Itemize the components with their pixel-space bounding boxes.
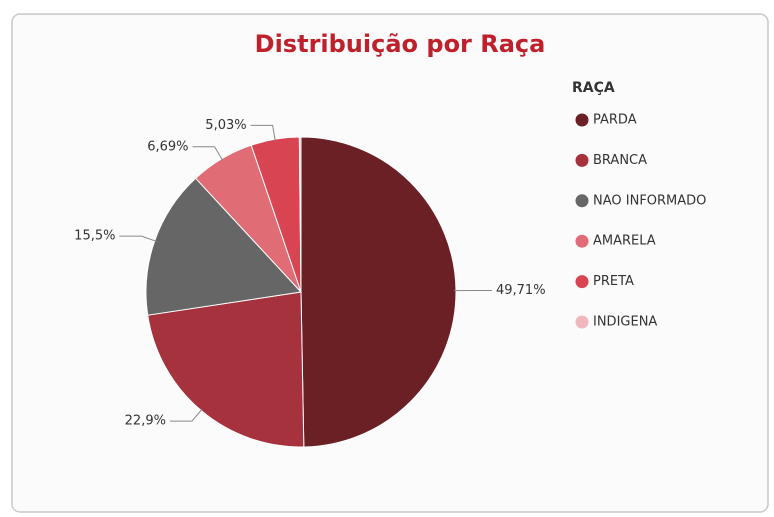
leader-line xyxy=(119,235,157,242)
data-label: 6,69% xyxy=(147,139,188,154)
legend-marker xyxy=(575,275,589,289)
legend-marker xyxy=(575,234,589,248)
leader-line xyxy=(192,146,224,161)
legend-label: PRETA xyxy=(593,274,634,289)
legend-label: NAO INFORMADO xyxy=(593,193,706,208)
leader-line xyxy=(250,124,276,142)
legend-marker xyxy=(575,194,589,208)
pie-slice xyxy=(298,136,302,293)
legend-label: INDIGENA xyxy=(593,315,657,330)
legend-title: RAÇA xyxy=(572,80,615,96)
data-label: 5,03% xyxy=(205,118,246,133)
data-label: 49,71% xyxy=(496,283,546,298)
data-label: 15,5% xyxy=(74,229,115,244)
chart-title: Distribuição por Raça xyxy=(255,30,546,58)
legend-label: AMARELA xyxy=(593,234,656,249)
legend-marker xyxy=(575,113,589,127)
leader-line xyxy=(169,408,203,422)
legend-marker xyxy=(575,153,589,167)
data-label: 22,9% xyxy=(125,414,166,429)
legend-label: BRANCA xyxy=(593,153,647,168)
legend-label: PARDA xyxy=(593,113,637,128)
legend-marker xyxy=(575,315,589,329)
